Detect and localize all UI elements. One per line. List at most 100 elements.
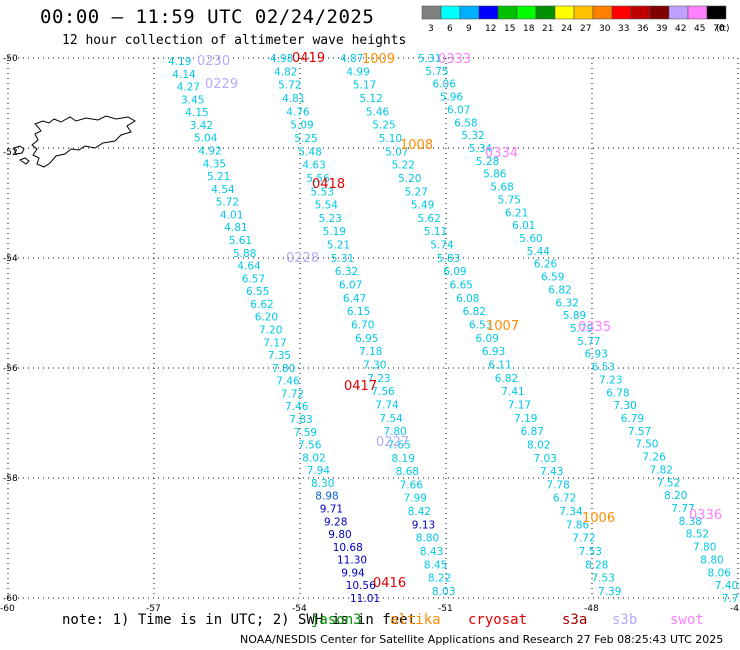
wave-height-value: 5.04 <box>194 133 218 145</box>
wave-height-value: 4.99 <box>346 66 369 78</box>
pass-time-label: 0227 <box>376 435 409 450</box>
legend-tick: 12 <box>485 24 496 34</box>
wave-height-value: 5.22 <box>392 160 415 172</box>
wave-height-value: 5.72 <box>216 197 239 209</box>
wave-height-value: 6.06 <box>433 79 457 91</box>
satellite-name-s3a: s3a <box>562 612 588 628</box>
legend-swatch <box>516 5 537 20</box>
legend-swatch <box>440 5 461 20</box>
wave-height-value: 7.23 <box>367 373 390 385</box>
pass-time-label: 0334 <box>485 146 518 161</box>
wave-height-value: 5.75 <box>425 66 448 78</box>
wave-height-value: 6.55 <box>246 286 269 298</box>
lon-label: -51 <box>438 604 453 614</box>
pass-time-label: 1008 <box>400 138 433 153</box>
wave-height-value: 4.82 <box>274 66 297 78</box>
pass-time-label: 0230 <box>197 54 230 69</box>
lat-label: -50 <box>3 54 18 64</box>
wave-height-value: 6.79 <box>621 413 644 425</box>
wave-height-value: 6.82 <box>548 284 571 296</box>
wave-height-value: 7.19 <box>514 413 537 425</box>
pass-time-label: 0336 <box>689 508 722 523</box>
wave-height-value: 5.12 <box>359 93 382 105</box>
wave-height-value: 4.98 <box>270 53 293 65</box>
lon-label: -45 <box>730 604 740 614</box>
wave-height-value: 8.02 <box>527 439 550 451</box>
satellite-name-cryosat: cryosat <box>468 612 528 628</box>
wave-height-value: 5.20 <box>398 173 421 185</box>
wave-height-value: 7.41 <box>501 386 524 398</box>
wave-height-value: 4.54 <box>211 184 235 196</box>
pass-time-label: 0333 <box>438 52 471 67</box>
wave-height-value: 6.21 <box>505 207 528 219</box>
wave-height-value: 7.17 <box>263 337 286 349</box>
pass-time-label: 0416 <box>373 576 406 591</box>
legend-tick: 70 <box>713 24 725 34</box>
wave-height-value: 6.82 <box>495 373 518 385</box>
legend-tick: 27 <box>580 24 591 34</box>
wave-height-value: 5.28 <box>476 156 499 168</box>
wave-height-value: 5.46 <box>366 106 390 118</box>
wave-height-value: 4.87 <box>340 53 363 65</box>
wave-height-value: 8.38 <box>679 516 702 528</box>
satellite-name-swot: swot <box>670 612 704 628</box>
wave-height-value: 7.17 <box>508 399 531 411</box>
wave-height-value: 4.01 <box>220 209 243 221</box>
wave-height-value: 5.48 <box>298 146 321 158</box>
lat-label: -58 <box>3 474 18 484</box>
wave-height-value: 5.96 <box>440 92 464 104</box>
wave-height-value: 7.35 <box>268 350 291 362</box>
wave-height-value: 5.25 <box>372 120 395 132</box>
legend-unit: (ft) <box>716 24 730 34</box>
lon-label: -54 <box>292 604 307 614</box>
wave-height-value: 5.72 <box>278 80 301 92</box>
axis-labels: -50 -52 -54 -56 -58 -60-60 -57 -54 -51 -48 -45 <box>0 54 740 614</box>
legend-swatch <box>535 5 556 20</box>
wave-height-value: 6.20 <box>255 312 278 324</box>
wave-height-value: 7.75 <box>722 593 740 605</box>
wave-height-value: 8.45 <box>424 559 447 571</box>
wave-height-value: 5.31 <box>331 253 354 265</box>
wave-height-value: 8.68 <box>396 466 419 478</box>
wave-height-value: 7.03 <box>534 453 557 465</box>
wave-height-value: 7.80 <box>383 426 406 438</box>
satellite-name-jason3: jason3 <box>311 612 362 628</box>
wave-height-value: 8.43 <box>420 546 443 558</box>
wave-height-value: 5.68 <box>490 182 513 194</box>
wave-height-value: 6.58 <box>454 117 477 129</box>
wave-height-value: 6.87 <box>521 426 544 438</box>
wave-height-value: 5.44 <box>527 246 551 258</box>
wave-height-value: 6.47 <box>343 293 366 305</box>
satellite-name-s3b: s3b <box>612 612 638 628</box>
wave-height-value: 6.82 <box>463 306 486 318</box>
wave-height-value: 7.56 <box>298 440 322 452</box>
wave-height-value: 7.59 <box>294 427 317 439</box>
pass-time-labels: 0230 0229 0419 1009 0333 1008 0334 0418 0228 1007… <box>197 51 722 591</box>
wave-height-value: 6.53 <box>469 320 492 332</box>
footnote: note: 1) Time is in UTC; 2) SWH is in fe… <box>62 612 417 628</box>
wave-height-value: 5.89 <box>563 310 586 322</box>
wave-height-value: 5.88 <box>233 248 256 260</box>
satellite-name-altika: altika <box>390 612 441 628</box>
wave-height-value: 5.77 <box>577 336 600 348</box>
wave-height-value: 5.11 <box>424 226 447 238</box>
wave-height-value: 7.43 <box>540 466 563 478</box>
legend-tick: 6 <box>447 24 453 34</box>
wave-height-value: 8.42 <box>408 506 431 518</box>
wave-height-value: 7.57 <box>628 426 651 438</box>
legend-tick: 45 <box>694 24 705 34</box>
map-title: 00:00 — 11:59 UTC 02/24/2025 <box>40 6 375 28</box>
legend-tick: 18 <box>523 24 535 34</box>
lat-label: -52 <box>3 148 18 158</box>
wave-height-value: 7.56 <box>371 386 395 398</box>
wave-height-value: 5.07 <box>385 146 408 158</box>
wave-height-value: 5.60 <box>519 233 542 245</box>
wave-height-value: 9.28 <box>324 516 347 528</box>
wave-height-value: 5.75 <box>498 194 521 206</box>
legend-tick: 42 <box>675 24 686 34</box>
legend-swatch <box>459 5 480 20</box>
legend-swatch <box>592 5 613 20</box>
wave-height-value: 7.30 <box>363 360 386 372</box>
wave-height-value: 7.80 <box>272 363 295 375</box>
wave-height-value: 11.30 <box>337 555 367 567</box>
